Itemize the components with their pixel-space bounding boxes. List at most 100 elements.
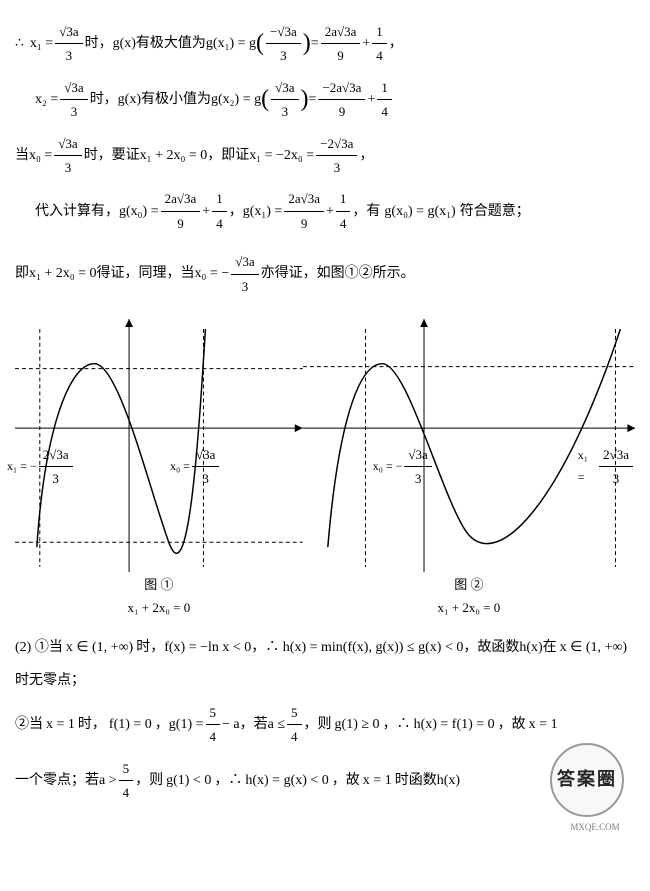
g2-x1-frac: 2√3a 3 [599,443,633,491]
frac-3b: −2√3a 3 [316,132,357,180]
pre-8: ②当 [15,712,43,737]
mid-4: ，有 [352,199,380,224]
x0-3: x₀ = [29,143,52,168]
frac-8a: 5 4 [206,701,221,749]
n-8: x = 1 [529,712,558,737]
when-3: 当 [15,143,29,168]
plus-1: + [362,31,370,56]
plus-2: + [367,87,375,112]
text-7: 时无零点； [15,668,85,693]
caption-1-title: 图 ① [15,573,303,596]
therefore-symbol: ∴ [15,31,24,56]
b-8: 时， [78,712,106,737]
frac-1c: 2a√3a 9 [321,20,361,68]
frac-2c: −2a√3a 9 [318,76,365,124]
math-line-3: 当 x₀ = √3a 3 时，要证x₁ + 2x₀ = 0，即证 x₁ = −2… [15,132,635,180]
lparen: ( [256,22,264,65]
caption-2: 图 ② x₁ + 2x₀ = 0 [303,573,635,620]
gx1-4: g(x₁) = [243,199,283,224]
a-8: x = 1 [46,712,75,737]
frac-1d: 1 4 [372,20,387,68]
frac-9: 5 4 [119,757,134,805]
math-line-8: ②当 x = 1 时， f(1) = 0 ， g(1) = 5 4 − a ，若… [15,701,635,749]
caption-1-eq: x₁ + 2x₀ = 0 [15,596,303,619]
mid-3: 时，要证x₁ + 2x₀ = 0，即证 [84,143,250,168]
graphs-container [15,308,635,588]
watermark-url: MXQE.COM [550,819,640,835]
d-9: ，∴ [214,768,242,793]
math-line-7: 时无零点； [15,668,635,693]
g-9: x = 1 [363,768,392,793]
eq-4: g(x₀) = g(x₁) [384,199,455,224]
h-8: a ≤ [268,712,285,737]
g1-x0-frac: √3a 3 [192,443,219,491]
f-8: − a [222,712,240,737]
comma-1: ， [389,31,403,56]
f2-9: ，故 [332,768,360,793]
pre-9: 一个零点；若 [15,768,99,793]
m-8: ，故 [498,712,526,737]
frac-4a: 2a√3a 9 [161,187,201,235]
frac-5: √3a 3 [231,250,258,298]
text-5a: 即x₁ + 2x₀ = 0得证，同理，当x₀ = − [15,261,229,286]
math-line-4: 代入计算有， g(x₀) = 2a√3a 9 + 1 4 ， g(x₁) = 2… [35,187,635,235]
watermark: 答案圈 MXQE.COM [550,743,640,823]
c-8: f(1) = 0 [109,712,152,737]
math-line-6: (2) ①当 x ∈ (1, +∞) 时，f(x) = −ln x < 0，∴ … [15,635,635,660]
k-8: ，∴ [383,712,411,737]
caption-1: 图 ① x₁ + 2x₀ = 0 [15,573,303,620]
x1-var: x₁ = [30,31,53,56]
frac-4d: 1 4 [336,187,351,235]
frac-1b: −√3a 3 [266,20,301,68]
math-line-1: ∴ x₁ = √3a 3 时，g(x)有极大值为g(x₁) = g ( −√3a… [15,20,635,68]
frac-8b: 5 4 [287,701,302,749]
text-1a: 时，g(x)有极大值为g(x₁) = g [85,31,256,56]
b-9: ，则 [135,768,163,793]
watermark-circle: 答案圈 [550,743,624,817]
gx0-4: g(x₀) = [119,199,159,224]
caption-2-title: 图 ② [303,573,635,596]
g2-x1-pre: x₁ = [578,445,597,488]
frac-3a: √3a 3 [54,132,81,180]
frac-2d: 1 4 [377,76,392,124]
j-8: g(1) ≥ 0 [335,712,380,737]
end-4: 符合题意； [460,199,530,224]
g1-x1-pre: x₁ = − [7,456,37,478]
g1-x0-pre: x₀ = [170,456,190,478]
i-8: ，则 [304,712,332,737]
g-8: ，若 [240,712,268,737]
math-line-2: x₂ = √3a 3 时，g(x)有极小值为g(x₂) = g ( √3a 3 … [35,76,635,124]
g2-x0-pre: x₀ = − [373,456,403,478]
a-9: a > [99,768,117,793]
plus-4a: + [202,199,210,224]
frac-2b: √3a 3 [271,76,298,124]
plus-4b: + [326,199,334,224]
lparen-2: ( [261,78,269,121]
math-line-9: 一个零点；若 a > 5 4 ，则 g(1) < 0 ，∴ h(x) = g(x… [15,757,635,805]
math-line-5: 即x₁ + 2x₀ = 0得证，同理，当x₀ = − √3a 3 亦得证，如图①… [15,250,635,298]
g1-x1-frac: 2√3a 3 [39,443,73,491]
frac-1a: √3a 3 [55,20,82,68]
rparen: ) [303,22,311,65]
b-6: 时，f(x) = −ln x < 0，∴ h(x) = min(f(x), g(… [136,635,556,660]
eq-1: = [311,31,319,56]
g2-x0-frac: √3a 3 [404,443,431,491]
sep-4a: ， [229,199,243,224]
a-6: x ∈ (1, +∞) [66,635,133,660]
e-8: g(1) = [169,712,204,737]
c-9: g(1) < 0 [166,768,211,793]
text-5b: 亦得证，如图①②所示。 [261,261,415,286]
e-9: h(x) = g(x) < 0 [245,768,328,793]
pre-4: 代入计算有， [35,199,119,224]
caption-2-eq: x₁ + 2x₀ = 0 [303,596,635,619]
frac-4b: 1 4 [212,187,227,235]
pre-6: (2) ①当 [15,635,63,660]
graph-captions: 图 ① x₁ + 2x₀ = 0 图 ② x₁ + 2x₀ = 0 [15,573,635,620]
c-6: x ∈ (1, +∞) [560,635,627,660]
x2-var: x₂ = [35,87,58,112]
text-2a: 时，g(x)有极小值为g(x₂) = g [90,87,261,112]
frac-2a: √3a 3 [60,76,87,124]
rparen-2: ) [301,78,309,121]
d-8: ， [155,712,169,737]
eq-2: = [309,87,317,112]
